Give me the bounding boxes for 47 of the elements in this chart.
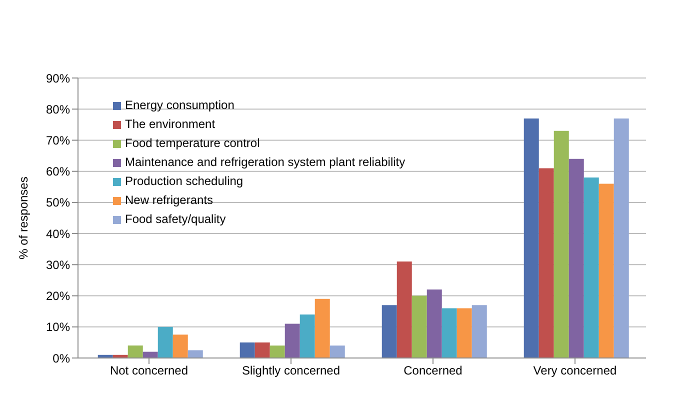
y-axis-title: % of responses — [16, 176, 30, 260]
bar — [614, 118, 629, 358]
legend-label: Food temperature control — [125, 135, 260, 152]
bar — [442, 308, 457, 358]
bar — [598, 184, 614, 358]
bar — [412, 296, 427, 358]
bar — [128, 346, 143, 358]
bar — [300, 314, 315, 358]
bar — [396, 262, 412, 358]
bar — [158, 326, 173, 358]
bar — [330, 346, 345, 358]
y-tick-label: 20% — [46, 289, 70, 304]
legend-label: Production scheduling — [125, 173, 244, 190]
legend-label: New refrigerants — [125, 192, 214, 209]
bar — [382, 305, 397, 358]
bar — [584, 178, 599, 358]
bar — [568, 158, 584, 358]
x-tick-label: Concerned — [404, 364, 462, 378]
bar — [538, 168, 554, 358]
bar — [240, 342, 255, 358]
bar — [270, 346, 285, 358]
x-tick-label: Slightly concerned — [242, 364, 340, 378]
bar — [172, 334, 188, 358]
bar — [426, 290, 442, 358]
y-tick-label: 0% — [52, 351, 70, 366]
bar — [456, 308, 472, 358]
y-tick-label: 30% — [46, 258, 70, 272]
y-tick-label: 70% — [46, 133, 70, 148]
y-tick-label: 50% — [46, 196, 70, 210]
legend-label: The environment — [125, 116, 216, 133]
bar — [524, 118, 539, 358]
y-tick-label: 80% — [46, 102, 70, 116]
bar — [472, 305, 487, 358]
bar — [254, 342, 270, 358]
bar — [284, 324, 300, 358]
y-tick-label: 40% — [46, 226, 70, 241]
y-tick-label: 60% — [46, 164, 70, 179]
bar — [188, 350, 203, 358]
y-tick-label: 90% — [46, 71, 70, 86]
bar — [314, 298, 330, 358]
legend-label: Maintenance and refrigeration system plant reliability — [125, 154, 406, 171]
legend-label: Food safety/quality — [125, 211, 226, 228]
legend-label: Energy consumption — [125, 97, 234, 114]
x-tick-label: Very concerned — [533, 364, 617, 378]
bar — [554, 130, 569, 358]
y-tick-label: 10% — [46, 320, 70, 334]
x-tick-label: Not concerned — [110, 364, 188, 378]
